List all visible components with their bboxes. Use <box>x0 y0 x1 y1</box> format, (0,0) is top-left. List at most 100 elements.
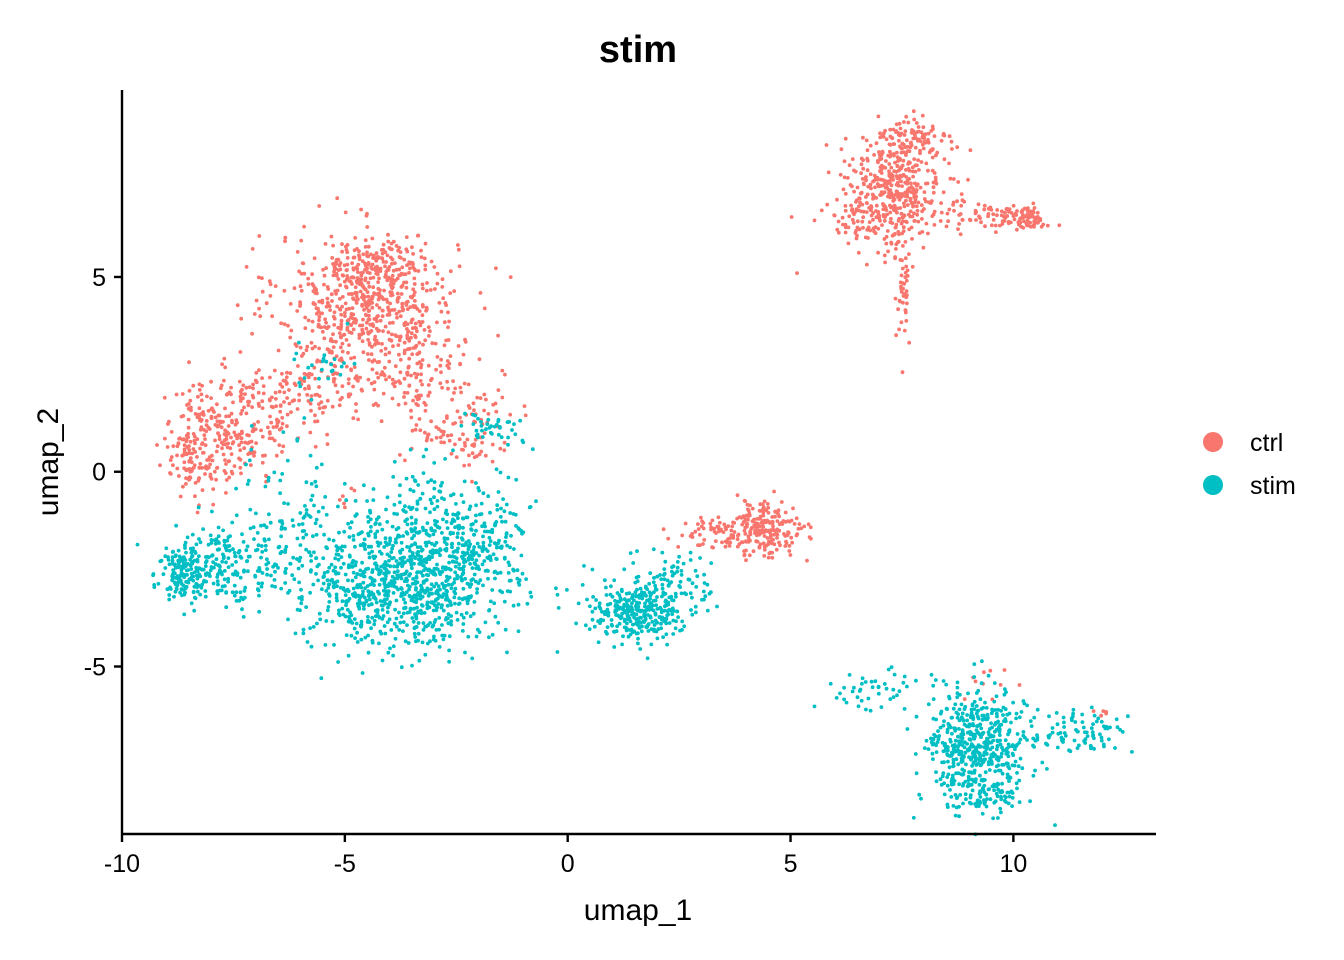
point-stim <box>444 520 449 524</box>
point-ctrl <box>442 419 446 424</box>
point-stim <box>386 602 391 607</box>
point-stim <box>242 568 246 573</box>
point-stim <box>1015 732 1020 736</box>
point-ctrl <box>237 432 241 437</box>
point-ctrl <box>690 532 694 536</box>
point-ctrl <box>198 461 203 466</box>
point-stim <box>972 732 977 737</box>
point-ctrl <box>955 145 960 150</box>
point-stim <box>428 510 432 515</box>
point-stim <box>234 599 239 603</box>
point-stim <box>304 480 309 485</box>
point-stim <box>472 545 476 549</box>
point-stim <box>988 756 993 761</box>
point-ctrl <box>379 419 384 424</box>
point-ctrl <box>276 419 281 424</box>
point-ctrl <box>382 373 387 378</box>
point-stim <box>951 706 956 711</box>
point-ctrl <box>425 281 429 285</box>
point-ctrl <box>312 256 317 261</box>
point-ctrl <box>331 262 335 266</box>
point-stim <box>433 572 438 577</box>
point-stim <box>997 733 1002 737</box>
point-stim <box>378 599 383 603</box>
point-stim <box>597 604 602 609</box>
point-stim <box>932 732 936 737</box>
point-ctrl <box>1005 214 1010 218</box>
point-ctrl <box>303 326 308 331</box>
point-ctrl <box>325 296 330 301</box>
point-ctrl <box>761 530 766 535</box>
point-stim <box>682 591 687 596</box>
point-stim <box>424 560 429 565</box>
point-ctrl <box>178 436 182 441</box>
point-ctrl <box>298 345 303 350</box>
point-stim <box>498 470 503 475</box>
point-stim <box>189 555 194 559</box>
point-stim <box>451 492 456 496</box>
point-stim <box>310 363 314 368</box>
point-stim <box>588 604 592 609</box>
point-stim <box>834 696 839 700</box>
point-stim <box>362 483 366 488</box>
point-stim <box>465 581 470 586</box>
point-stim <box>459 575 463 579</box>
point-stim <box>391 644 396 649</box>
point-ctrl <box>434 435 439 440</box>
point-ctrl <box>400 305 405 310</box>
point-stim <box>173 563 177 568</box>
point-stim <box>670 612 675 617</box>
point-stim <box>408 606 413 611</box>
point-ctrl <box>390 396 395 401</box>
point-stim <box>413 612 417 617</box>
point-ctrl <box>787 549 792 553</box>
point-stim <box>232 593 237 598</box>
point-stim <box>470 566 475 570</box>
point-ctrl <box>301 261 306 266</box>
point-stim <box>239 595 244 600</box>
point-stim <box>1003 738 1008 743</box>
point-ctrl <box>843 191 848 196</box>
point-stim <box>335 584 339 589</box>
point-ctrl <box>455 409 460 414</box>
point-stim <box>654 620 659 625</box>
point-ctrl <box>897 138 901 143</box>
point-ctrl <box>302 421 306 425</box>
point-ctrl <box>365 253 369 257</box>
point-ctrl <box>165 445 170 449</box>
point-ctrl <box>842 159 847 164</box>
point-stim <box>234 560 238 564</box>
point-stim <box>281 430 286 434</box>
point-stim <box>243 585 248 590</box>
point-stim <box>432 495 436 500</box>
point-ctrl <box>416 393 421 398</box>
point-stim <box>366 650 371 655</box>
point-ctrl <box>889 240 893 245</box>
point-stim <box>939 709 944 714</box>
point-stim <box>496 432 501 437</box>
point-ctrl <box>361 252 366 257</box>
point-ctrl <box>909 190 914 195</box>
point-ctrl <box>500 368 505 373</box>
point-stim <box>701 589 706 594</box>
point-ctrl <box>429 259 434 264</box>
point-ctrl <box>340 341 345 346</box>
point-ctrl <box>717 520 722 525</box>
point-ctrl <box>751 549 756 554</box>
point-stim <box>842 685 846 690</box>
point-ctrl <box>306 375 311 380</box>
point-stim <box>479 420 483 424</box>
point-stim <box>490 527 495 532</box>
point-ctrl <box>899 211 904 216</box>
point-stim <box>980 811 985 816</box>
point-ctrl <box>680 533 685 538</box>
point-ctrl <box>782 532 786 536</box>
point-stim <box>425 521 430 525</box>
point-ctrl <box>454 455 459 459</box>
point-stim <box>971 761 976 765</box>
point-ctrl <box>767 520 772 524</box>
point-ctrl <box>206 408 211 413</box>
point-stim <box>480 524 484 529</box>
point-stim <box>456 546 460 551</box>
point-ctrl <box>399 256 403 260</box>
